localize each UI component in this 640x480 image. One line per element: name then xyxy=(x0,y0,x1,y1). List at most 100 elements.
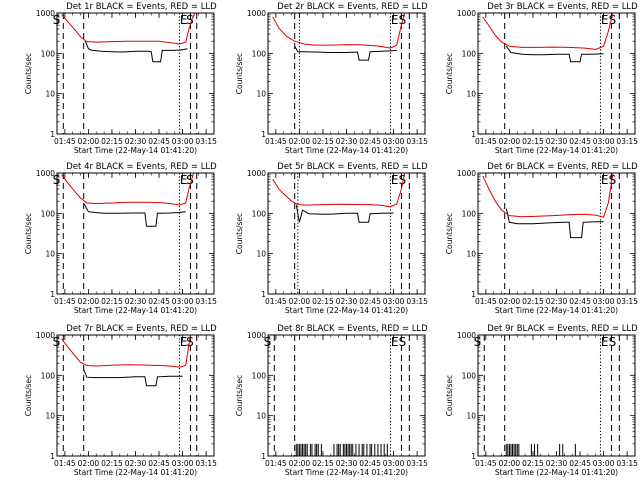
x-tick-label: 02:00 xyxy=(78,297,100,306)
y-tick-label: 100 xyxy=(252,209,267,218)
x-tick-label: 01:45 xyxy=(54,459,76,468)
y-tick-label: 1 xyxy=(471,130,476,139)
x-tick-label: 03:00 xyxy=(593,459,615,468)
marker-label: S xyxy=(264,335,272,349)
marker-label: S xyxy=(53,173,61,187)
y-tick-label: 10 xyxy=(466,250,476,259)
y-tick-label: 100 xyxy=(252,49,267,58)
x-tick-label: 02:15 xyxy=(522,297,544,306)
plot-title: Det 2r BLACK = Events, RED = LLD xyxy=(277,2,428,12)
x-tick-label: 02:30 xyxy=(546,459,568,468)
plot-panel-9: Det 9r BLACK = Events, RED = LLD 1 10 100 10… xyxy=(445,324,638,477)
x-tick-label: 03:00 xyxy=(593,137,615,146)
plot-title: Det 1r BLACK = Events, RED = LLD xyxy=(66,2,217,12)
y-tick-label: 100 xyxy=(462,371,477,380)
y-tick-label: 1000 xyxy=(247,331,266,340)
x-tick-label: 02:15 xyxy=(312,297,334,306)
x-tick-label: 03:15 xyxy=(616,297,638,306)
x-tick-label: 02:45 xyxy=(359,137,381,146)
x-tick-label: 01:45 xyxy=(475,297,497,306)
x-tick-label: 01:45 xyxy=(475,137,497,146)
marker-label: S xyxy=(609,13,617,27)
y-axis-label: Counts/sec xyxy=(235,375,244,416)
series-lld-line xyxy=(482,12,614,50)
x-tick-label: 03:00 xyxy=(172,459,194,468)
plot-title: Det 9r BLACK = Events, RED = LLD xyxy=(487,324,638,334)
x-tick-label: 02:45 xyxy=(359,297,381,306)
x-tick-label: 02:45 xyxy=(569,459,591,468)
marker-label: S xyxy=(399,173,407,187)
y-tick-label: 1 xyxy=(261,130,266,139)
marker-label: E xyxy=(601,13,609,27)
plot-title: Det 7r BLACK = Events, RED = LLD xyxy=(66,324,217,334)
x-axis-label: Start Time (22-May-14 01:41:20) xyxy=(495,146,618,155)
series-lld-line xyxy=(61,334,191,368)
y-tick-label: 1 xyxy=(471,290,476,299)
x-tick-label: 02:30 xyxy=(546,297,568,306)
x-axis-label: Start Time (22-May-14 01:41:20) xyxy=(74,146,197,155)
x-axis-label: Start Time (22-May-14 01:41:20) xyxy=(285,306,408,315)
marker-label: S xyxy=(53,13,61,27)
y-tick-label: 1 xyxy=(50,130,55,139)
x-tick-label: 02:15 xyxy=(522,459,544,468)
marker-label: S xyxy=(609,173,617,187)
y-tick-label: 10 xyxy=(45,90,55,99)
y-tick-label: 100 xyxy=(462,49,477,58)
marker-label: S xyxy=(186,13,194,27)
x-tick-label: 03:15 xyxy=(616,459,638,468)
marker-label: E xyxy=(180,13,188,27)
y-axis-label: Counts/sec xyxy=(445,53,454,94)
marker-label: S xyxy=(609,335,617,349)
x-tick-label: 02:45 xyxy=(148,137,170,146)
y-tick-label: 1 xyxy=(471,452,476,461)
plot-panel-6: Det 6r BLACK = Events, RED = LLD 1 10 100 10… xyxy=(445,162,638,315)
marker-label: E xyxy=(180,335,188,349)
y-tick-label: 10 xyxy=(45,250,55,259)
y-axis-label: Counts/sec xyxy=(235,53,244,94)
x-tick-label: 03:00 xyxy=(383,459,405,468)
y-tick-label: 1000 xyxy=(457,169,476,178)
x-tick-label: 03:15 xyxy=(195,137,217,146)
plot-panel-4: Det 4r BLACK = Events, RED = LLD 1 10 100 10… xyxy=(24,162,217,315)
marker-label: E xyxy=(180,173,188,187)
y-axis-label: Counts/sec xyxy=(24,375,33,416)
y-axis-label: Counts/sec xyxy=(24,53,33,94)
x-tick-label: 01:45 xyxy=(265,459,287,468)
x-tick-label: 02:30 xyxy=(336,459,358,468)
y-tick-label: 1000 xyxy=(457,9,476,18)
x-tick-label: 02:15 xyxy=(101,459,123,468)
x-tick-label: 01:45 xyxy=(54,297,76,306)
x-tick-label: 03:00 xyxy=(383,137,405,146)
y-tick-label: 10 xyxy=(45,412,55,421)
series-events-line xyxy=(83,369,183,387)
y-tick-label: 10 xyxy=(256,90,266,99)
x-tick-label: 03:15 xyxy=(195,297,217,306)
plot-title: Det 5r BLACK = Events, RED = LLD xyxy=(277,162,428,172)
x-tick-label: 02:30 xyxy=(336,297,358,306)
plot-title: Det 3r BLACK = Events, RED = LLD xyxy=(487,2,638,12)
plot-panel-7: Det 7r BLACK = Events, RED = LLD 1 10 100 10… xyxy=(24,324,217,477)
x-tick-label: 03:00 xyxy=(172,137,194,146)
plot-title: Det 8r BLACK = Events, RED = LLD xyxy=(277,324,428,334)
y-axis-label: Counts/sec xyxy=(445,213,454,254)
y-tick-label: 1000 xyxy=(457,331,476,340)
x-tick-label: 02:45 xyxy=(359,459,381,468)
x-tick-label: 02:00 xyxy=(289,459,311,468)
y-tick-label: 10 xyxy=(466,412,476,421)
x-tick-label: 02:15 xyxy=(522,137,544,146)
x-tick-label: 02:00 xyxy=(499,137,521,146)
plot-panel-3: Det 3r BLACK = Events, RED = LLD 1 10 100 10… xyxy=(445,2,638,155)
plot-panel-5: Det 5r BLACK = Events, RED = LLD 1 10 100 10… xyxy=(235,162,428,315)
series-events-line xyxy=(505,45,604,63)
plot-panel-8: Det 8r BLACK = Events, RED = LLD 1 10 100 10… xyxy=(235,324,428,477)
x-tick-label: 02:45 xyxy=(148,459,170,468)
x-tick-label: 01:45 xyxy=(54,137,76,146)
x-tick-label: 02:15 xyxy=(101,137,123,146)
x-axis-label: Start Time (22-May-14 01:41:20) xyxy=(495,468,618,477)
x-tick-label: 02:30 xyxy=(125,137,147,146)
x-axis-label: Start Time (22-May-14 01:41:20) xyxy=(285,146,408,155)
x-tick-label: 02:45 xyxy=(569,137,591,146)
x-tick-label: 02:30 xyxy=(125,297,147,306)
y-tick-label: 10 xyxy=(256,250,266,259)
x-tick-label: 02:15 xyxy=(312,459,334,468)
